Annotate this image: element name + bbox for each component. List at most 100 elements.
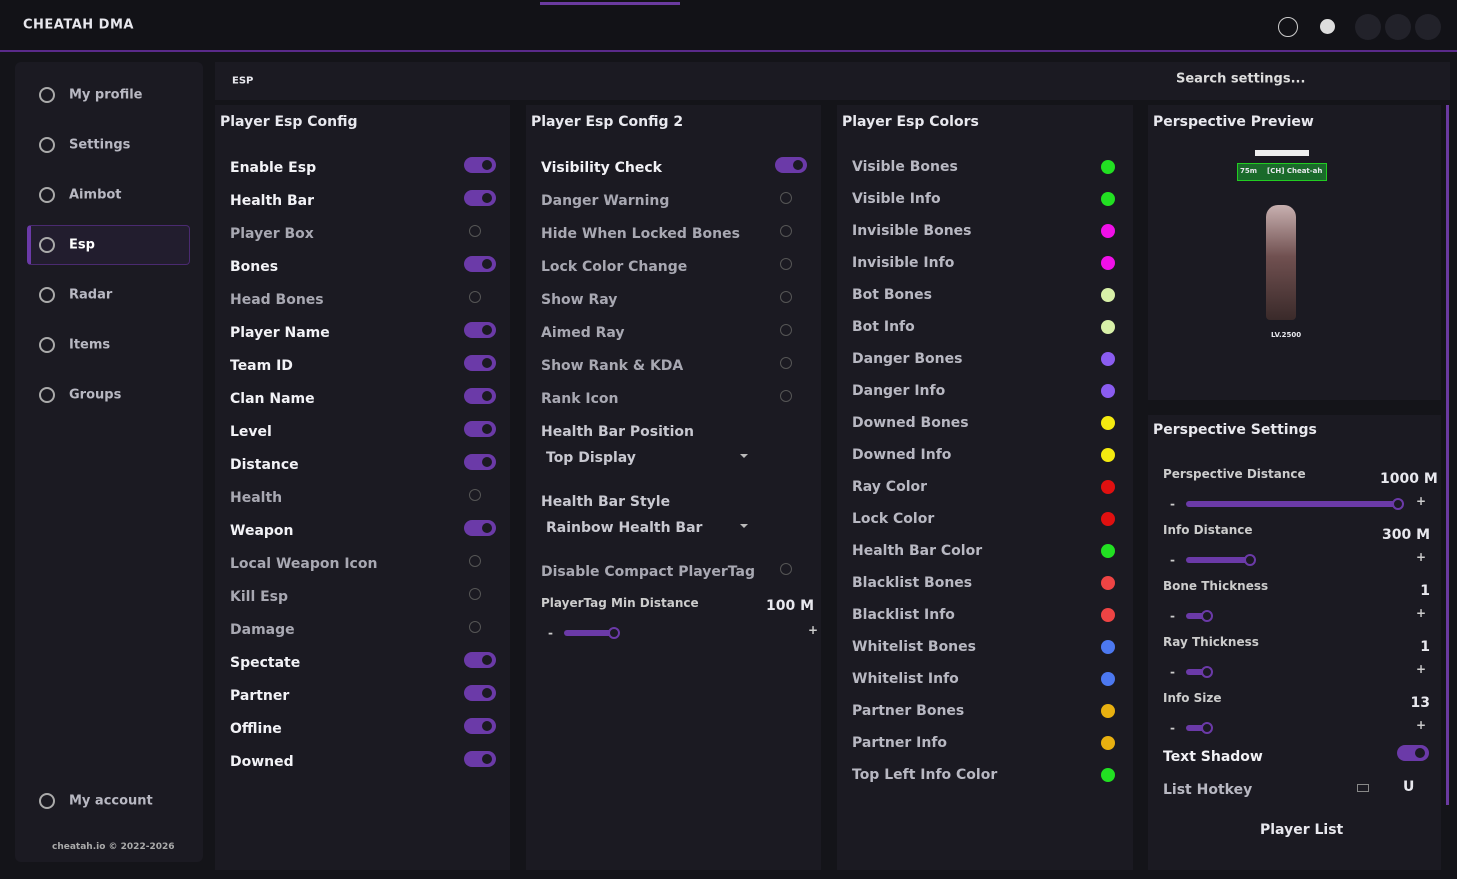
button[interactable]: Player List xyxy=(1260,822,1344,838)
slider-track xyxy=(1186,501,1398,507)
slider-knob[interactable] xyxy=(1201,610,1214,622)
tab-label[interactable]: ESP xyxy=(232,75,254,87)
slider-value: 13 xyxy=(1410,695,1430,711)
tag-level: LV.2500 xyxy=(1271,331,1302,339)
color-swatch[interactable] xyxy=(1101,256,1115,270)
slider-value: 1000 M xyxy=(1380,471,1438,487)
sidebar-active xyxy=(27,225,190,265)
panel-title: Player Esp Colors xyxy=(842,114,979,130)
panel xyxy=(1148,415,1441,870)
maximize-button[interactable] xyxy=(1385,14,1411,40)
color-label: Bot Info xyxy=(852,319,915,335)
toggle[interactable] xyxy=(780,225,792,237)
color-swatch[interactable] xyxy=(1101,224,1115,238)
setting-label: Aimed Ray xyxy=(541,325,625,341)
color-swatch[interactable] xyxy=(1101,544,1115,558)
color-label: Health Bar Color xyxy=(852,543,983,559)
color-swatch[interactable] xyxy=(1101,288,1115,302)
toggle-knob xyxy=(482,655,492,665)
sidebar-item[interactable]: Groups xyxy=(69,387,122,403)
color-swatch[interactable] xyxy=(1101,768,1115,782)
toggle[interactable] xyxy=(469,225,481,237)
dropdown[interactable]: Top Display xyxy=(546,450,636,466)
toggle[interactable] xyxy=(780,192,792,204)
theme-button[interactable] xyxy=(1320,19,1335,34)
color-label: Visible Bones xyxy=(852,159,958,175)
color-swatch[interactable] xyxy=(1101,640,1115,654)
toggle[interactable] xyxy=(469,621,481,633)
color-swatch[interactable] xyxy=(1101,576,1115,590)
sidebar-item[interactable]: My profile xyxy=(69,87,143,103)
slider-label: Bone Thickness xyxy=(1163,579,1269,593)
slider-value: 1 xyxy=(1420,639,1430,655)
color-swatch[interactable] xyxy=(1101,160,1115,174)
close-button[interactable] xyxy=(1415,14,1441,40)
setting-label: Hide When Locked Bones xyxy=(541,226,740,242)
setting-label: Downed xyxy=(230,754,294,770)
toggle[interactable] xyxy=(780,357,792,369)
setting-label: Text Shadow xyxy=(1163,749,1263,765)
slider-track xyxy=(1186,613,1208,619)
slider-knob[interactable] xyxy=(1392,498,1404,510)
color-swatch[interactable] xyxy=(1101,448,1115,462)
toggle[interactable] xyxy=(780,258,792,270)
slider-knob[interactable] xyxy=(1201,666,1214,678)
setting-label: Show Ray xyxy=(541,292,618,308)
toggle[interactable] xyxy=(469,291,481,303)
minimize-button[interactable] xyxy=(1355,14,1381,40)
toggle[interactable] xyxy=(780,390,792,402)
search-input[interactable]: Search settings... xyxy=(1176,71,1306,87)
setting-label: Show Rank & KDA xyxy=(541,358,684,374)
sidebar-item[interactable]: Aimbot xyxy=(69,187,122,203)
sidebar-item[interactable]: Radar xyxy=(69,287,113,303)
color-swatch[interactable] xyxy=(1101,704,1115,718)
panel-title: Perspective Preview xyxy=(1153,114,1314,130)
sidebar-icon xyxy=(39,237,55,253)
setting-label: Local Weapon Icon xyxy=(230,556,378,572)
setting-label: Bones xyxy=(230,259,279,275)
sidebar-item[interactable]: Settings xyxy=(69,137,131,153)
setting-label: Head Bones xyxy=(230,292,324,308)
setting-label: Kill Esp xyxy=(230,589,289,605)
sidebar-item[interactable]: Items xyxy=(69,337,111,353)
color-swatch[interactable] xyxy=(1101,384,1115,398)
account-icon xyxy=(39,793,55,809)
hotkey[interactable]: U xyxy=(1403,779,1415,795)
toggle-knob xyxy=(482,424,492,434)
color-label: Lock Color xyxy=(852,511,935,527)
setting-label: Lock Color Change xyxy=(541,259,688,275)
color-swatch[interactable] xyxy=(1101,608,1115,622)
slider-knob[interactable] xyxy=(1243,554,1256,566)
toggle[interactable] xyxy=(780,324,792,336)
slider-knob[interactable] xyxy=(607,627,620,639)
setting-label: Rank Icon xyxy=(541,391,619,407)
toggle[interactable] xyxy=(780,291,792,303)
toggle[interactable] xyxy=(469,588,481,600)
setting-label: Player Box xyxy=(230,226,314,242)
footer: cheatah.io © 2022-2026 xyxy=(52,842,175,852)
color-swatch[interactable] xyxy=(1101,320,1115,334)
slider-track xyxy=(1186,669,1208,675)
color-swatch[interactable] xyxy=(1101,480,1115,494)
slider-knob[interactable] xyxy=(1201,722,1214,734)
dropdown[interactable]: Rainbow Health Bar xyxy=(546,520,703,536)
setting-label: Disable Compact PlayerTag xyxy=(541,564,756,580)
slider-plus: + xyxy=(1416,718,1427,732)
visibility-button[interactable] xyxy=(1278,17,1298,37)
sidebar-item[interactable]: Esp xyxy=(69,237,95,253)
toggle[interactable] xyxy=(780,563,792,575)
slider-label: Info Distance xyxy=(1163,523,1253,537)
setting-label: Visibility Check xyxy=(541,160,662,176)
color-swatch[interactable] xyxy=(1101,672,1115,686)
color-swatch[interactable] xyxy=(1101,416,1115,430)
slider-plus: + xyxy=(1416,662,1427,676)
toggle[interactable] xyxy=(469,555,481,567)
color-swatch[interactable] xyxy=(1101,352,1115,366)
toggle-knob xyxy=(482,721,492,731)
toggle[interactable] xyxy=(469,489,481,501)
color-swatch[interactable] xyxy=(1101,736,1115,750)
color-swatch[interactable] xyxy=(1101,192,1115,206)
toggle-knob xyxy=(482,358,492,368)
color-swatch[interactable] xyxy=(1101,512,1115,526)
sidebar-icon xyxy=(39,137,55,153)
